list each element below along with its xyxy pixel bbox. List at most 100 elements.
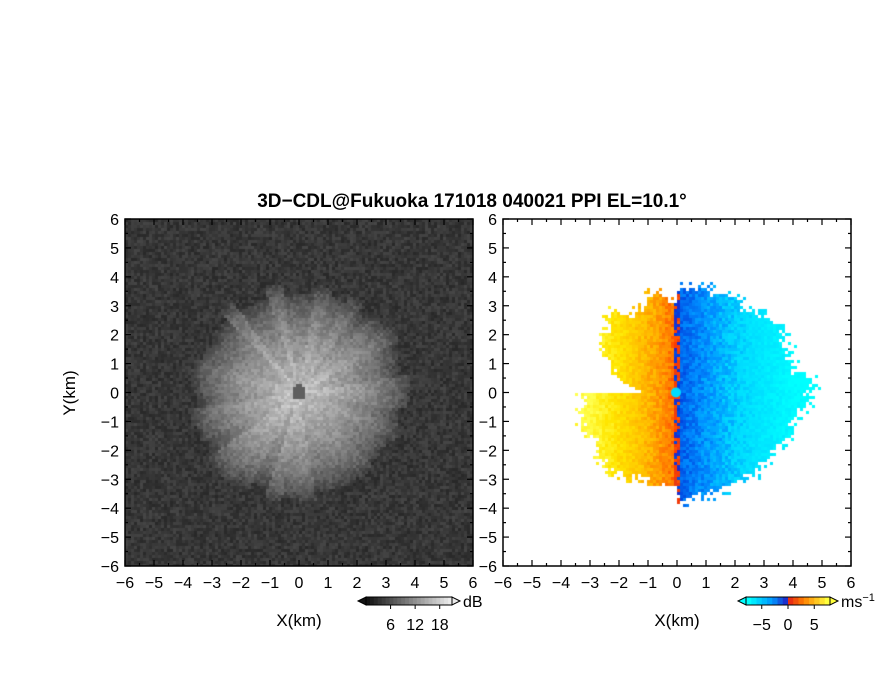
colorbar-bin [448, 597, 453, 605]
chart-title: 3D−CDL@Fukuoka 171018 040021 PPI EL=10.1… [257, 191, 687, 212]
colorbar-tick-label: −5 [753, 617, 771, 634]
colorbar-bin [756, 597, 763, 605]
y-tick-label: −1 [101, 414, 119, 431]
y-tick-label: 0 [110, 386, 119, 403]
x-tick-label: 3 [760, 575, 769, 592]
x-tick-label: −6 [116, 575, 134, 592]
colorbar-bin [436, 597, 441, 605]
colorbar-bin [824, 597, 831, 605]
colorbar-bin [389, 597, 394, 605]
colorbar-arrow-right [451, 596, 462, 606]
right-x-axis-label: X(km) [654, 611, 699, 630]
colorbar-tick-label: 0 [784, 617, 793, 634]
x-tick-label: 6 [847, 575, 856, 592]
y-tick-label: 4 [488, 270, 497, 287]
colorbar-bin [428, 597, 433, 605]
colorbar-arrow-left [736, 596, 747, 606]
x-tick-label: −4 [174, 575, 192, 592]
x-tick-label: −3 [203, 575, 221, 592]
x-tick-label: 0 [673, 575, 682, 592]
x-tick-label: 1 [702, 575, 711, 592]
x-tick-label: 0 [295, 575, 304, 592]
colorbar-bin [397, 597, 402, 605]
y-tick-label: −5 [479, 530, 497, 547]
colorbar-bin [814, 597, 820, 605]
colorbar-arrow-right [829, 596, 840, 606]
colorbar-unit: dB [463, 594, 483, 611]
snr-intensity-image [125, 219, 473, 566]
y-tick-label: 3 [110, 299, 119, 316]
y-tick-label: −6 [101, 559, 119, 576]
colorbar-bin [416, 597, 422, 605]
y-tick-label: −4 [101, 501, 119, 518]
colorbar-bin [393, 597, 398, 605]
y-tick-label: 4 [110, 270, 119, 287]
x-tick-label: 1 [324, 575, 333, 592]
right-axis-ticks: −6 −5 −4 −3 −2 −1 0 1 2 3 4 5 6 6 5 4 3 2 1 0 −1 −2 −3 −4 −5 −6 [479, 212, 856, 592]
colorbar-bin [777, 597, 784, 605]
x-tick-label: −1 [639, 575, 657, 592]
x-tick-label: −3 [581, 575, 599, 592]
colorbar-bin [798, 597, 805, 605]
velocity-colorbar: −5 0 5 ms−1 [736, 592, 875, 634]
x-tick-label: 4 [789, 575, 798, 592]
colorbar-bin [819, 597, 826, 605]
colorbar-bin [385, 597, 390, 605]
y-tick-label: −3 [101, 472, 119, 489]
y-tick-label: 6 [488, 212, 497, 229]
x-tick-label: 5 [440, 575, 449, 592]
colorbar-tick-label: 18 [431, 617, 449, 634]
y-tick-label: 1 [488, 357, 497, 374]
x-tick-label: 3 [382, 575, 391, 592]
x-tick-label: 2 [731, 575, 740, 592]
right-panel-doppler: −6 −5 −4 −3 −2 −1 0 1 2 3 4 5 6 6 5 4 3 2 1 0 −1 −2 −3 −4 −5 −6 X… [479, 212, 875, 634]
y-tick-label: 2 [488, 328, 497, 345]
colorbar-tick-label: 6 [386, 617, 395, 634]
colorbar-bin [381, 597, 387, 605]
colorbar-bin [746, 597, 752, 605]
x-tick-label: 4 [411, 575, 420, 592]
doppler-velocity-image [503, 219, 851, 566]
colorbar-bin [788, 597, 794, 605]
colorbar-arrow-left [356, 596, 367, 606]
colorbar-bin [772, 597, 778, 605]
colorbar-unit: ms−1 [841, 592, 875, 611]
x-tick-label: −2 [232, 575, 250, 592]
colorbar-bin [444, 597, 449, 605]
colorbar-bin [782, 597, 789, 605]
colorbar-bin [377, 597, 383, 605]
velocity-field-image [503, 219, 851, 566]
colorbar-tick-label: 12 [406, 617, 424, 634]
colorbar-bin [751, 597, 757, 605]
colorbar-bin [767, 597, 773, 605]
colorbar-bin [809, 597, 815, 605]
colorbar-tick-label: 5 [810, 617, 819, 634]
y-tick-label: −2 [479, 443, 497, 460]
x-tick-label: −1 [261, 575, 279, 592]
x-tick-label: −5 [145, 575, 163, 592]
y-axis-label: Y(km) [60, 370, 79, 415]
x-tick-label: −5 [523, 575, 541, 592]
y-tick-label: 1 [110, 357, 119, 374]
y-tick-label: 3 [488, 299, 497, 316]
colorbar-bin [373, 597, 379, 605]
left-x-axis-label: X(km) [276, 611, 321, 630]
y-tick-label: 5 [488, 241, 497, 258]
colorbar-bin [405, 597, 410, 605]
colorbar-bin [803, 597, 810, 605]
y-tick-label: −6 [479, 559, 497, 576]
left-axis-ticks: −6 −5 −4 −3 −2 −1 0 1 2 3 4 5 6 6 5 4 3 2 1 0 −1 −2 −3 −4 −5 −6 [101, 212, 478, 592]
x-tick-label: −2 [610, 575, 628, 592]
x-tick-label: 2 [353, 575, 362, 592]
y-tick-label: 5 [110, 241, 119, 258]
colorbar-bin [432, 597, 437, 605]
colorbar-bin [366, 597, 371, 605]
x-tick-label: −4 [552, 575, 570, 592]
x-tick-label: 6 [469, 575, 478, 592]
colorbar-bin [369, 597, 375, 605]
colorbar-bin [440, 597, 445, 605]
y-tick-label: −4 [479, 501, 497, 518]
colorbar-bin [424, 597, 430, 605]
